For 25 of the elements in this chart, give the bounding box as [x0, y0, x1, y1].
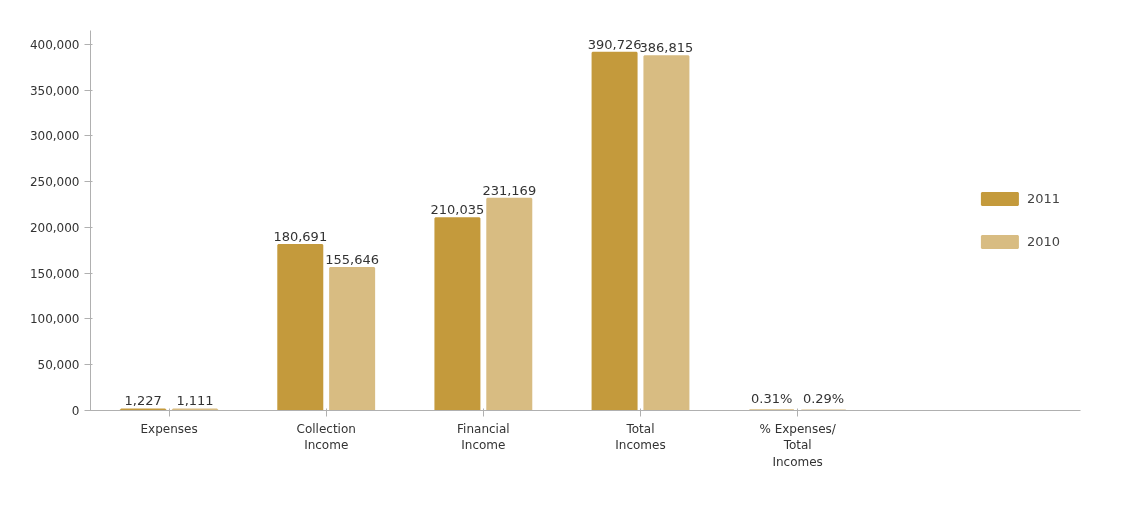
y-tick-label: 350,000 [29, 83, 80, 98]
data-label: 210,035 [430, 202, 485, 218]
y-tick-label: 200,000 [29, 220, 80, 235]
y-tick-label: 250,000 [29, 175, 80, 190]
legend-label: 2010 [1026, 234, 1060, 249]
y-tick-label: 0 [71, 404, 80, 418]
data-label: 180,691 [273, 229, 328, 245]
data-label: 1,111 [176, 393, 214, 409]
y-tick-label: 400,000 [29, 37, 80, 52]
data-label: 0.31% [751, 391, 793, 407]
x-tick-label: Financial Income [457, 421, 510, 453]
data-label: 231,169 [482, 182, 537, 198]
y-tick-label: 300,000 [29, 129, 80, 144]
y-tick-label: 150,000 [29, 266, 80, 281]
data-label: 1,227 [124, 393, 162, 409]
data-label: 386,815 [639, 40, 694, 56]
x-tick-label: Expenses [140, 421, 198, 436]
y-tick-label: 50,000 [37, 358, 80, 373]
data-label: 155,646 [325, 251, 380, 267]
x-tick-label: Total Incomes [615, 421, 666, 453]
x-tick-label: Collection Income [296, 421, 356, 453]
legend-label: 2011 [1026, 191, 1060, 206]
data-label: 0.29% [802, 391, 845, 407]
x-tick-label: % Expenses/ Total Incomes [759, 421, 837, 470]
y-tick-label: 100,000 [29, 312, 80, 327]
